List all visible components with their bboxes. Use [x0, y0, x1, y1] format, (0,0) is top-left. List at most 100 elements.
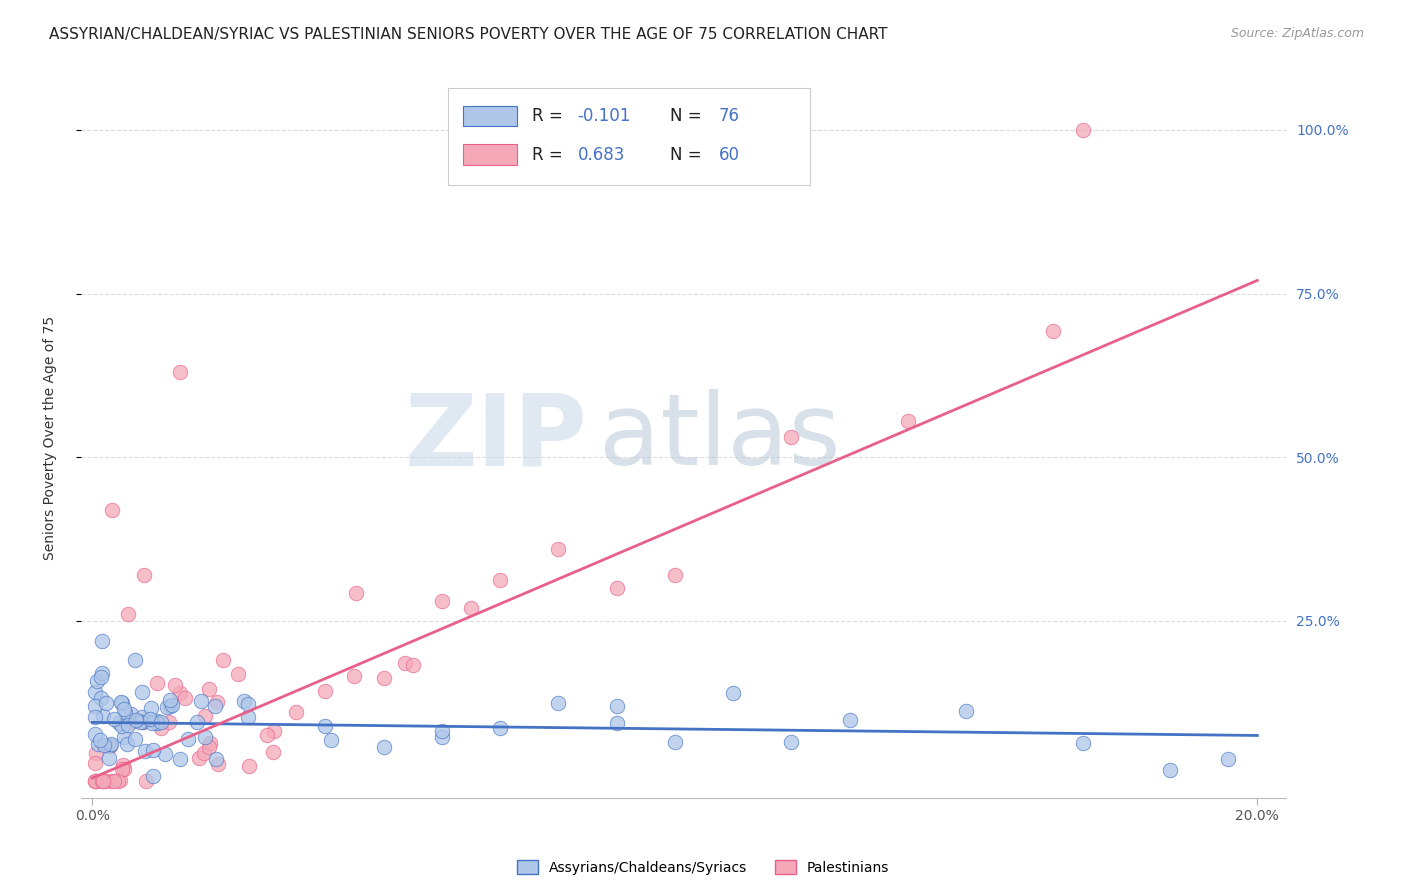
- Point: [194, 730, 217, 744]
- Point: [131, 710, 153, 724]
- Point: [193, 746, 215, 760]
- Point: [108, 772, 131, 787]
- Point: [177, 731, 200, 746]
- Legend: Assyrians/Chaldeans/Syriacs, Palestinians: Assyrians/Chaldeans/Syriacs, Palestinian…: [512, 855, 894, 880]
- Point: [373, 739, 395, 754]
- Point: [606, 698, 628, 713]
- Point: [838, 714, 860, 728]
- Point: [402, 658, 425, 673]
- Point: [93, 739, 115, 753]
- Point: [100, 774, 122, 789]
- Point: [198, 740, 221, 755]
- Point: [547, 696, 569, 710]
- Point: [314, 684, 336, 698]
- Point: [262, 745, 284, 759]
- Point: [120, 714, 142, 729]
- Point: [111, 762, 134, 776]
- Point: [97, 751, 120, 765]
- Point: [186, 715, 208, 730]
- Point: [430, 731, 453, 745]
- Point: [156, 700, 179, 714]
- Text: N =: N =: [671, 107, 707, 125]
- Point: [205, 696, 228, 710]
- Point: [205, 752, 228, 766]
- Point: [897, 414, 920, 428]
- Point: [373, 671, 395, 685]
- Point: [1042, 324, 1064, 338]
- Point: [117, 718, 139, 732]
- Point: [112, 702, 135, 716]
- Point: [139, 712, 162, 726]
- Point: [236, 709, 259, 723]
- Point: [780, 430, 803, 444]
- Point: [146, 714, 169, 729]
- Point: [198, 681, 221, 696]
- Point: [190, 693, 212, 707]
- Point: [1071, 123, 1094, 137]
- Point: [100, 738, 122, 752]
- Point: [96, 696, 118, 710]
- Bar: [463, 145, 517, 165]
- Point: [111, 719, 134, 733]
- Point: [132, 568, 155, 582]
- Y-axis label: Seniors Poverty Over the Age of 75: Seniors Poverty Over the Age of 75: [44, 316, 58, 559]
- Point: [489, 574, 512, 588]
- Point: [187, 751, 209, 765]
- Bar: [463, 105, 517, 126]
- Point: [108, 716, 131, 731]
- Point: [194, 709, 217, 723]
- Point: [149, 715, 172, 730]
- Point: [121, 707, 143, 722]
- Point: [98, 739, 121, 753]
- Point: [460, 600, 482, 615]
- Point: [84, 774, 107, 789]
- Point: [204, 698, 226, 713]
- Point: [343, 668, 366, 682]
- Point: [664, 735, 686, 749]
- Point: [150, 721, 173, 735]
- Point: [129, 714, 152, 729]
- Point: [84, 756, 107, 770]
- Point: [146, 675, 169, 690]
- Point: [90, 669, 112, 683]
- Point: [344, 585, 367, 599]
- Text: ASSYRIAN/CHALDEAN/SYRIAC VS PALESTINIAN SENIORS POVERTY OVER THE AGE OF 75 CORRE: ASSYRIAN/CHALDEAN/SYRIAC VS PALESTINIAN …: [49, 27, 887, 42]
- Point: [141, 716, 163, 731]
- Point: [173, 691, 195, 706]
- Point: [115, 737, 138, 751]
- Point: [134, 744, 156, 758]
- Text: Source: ZipAtlas.com: Source: ZipAtlas.com: [1230, 27, 1364, 40]
- Point: [124, 653, 146, 667]
- Point: [256, 728, 278, 742]
- Point: [606, 581, 628, 595]
- Point: [721, 686, 744, 700]
- Point: [394, 656, 416, 670]
- Point: [84, 727, 107, 741]
- Text: -0.101: -0.101: [578, 107, 631, 125]
- Point: [111, 696, 134, 710]
- Point: [103, 712, 125, 726]
- Point: [780, 735, 803, 749]
- Point: [107, 774, 129, 789]
- Point: [1071, 736, 1094, 750]
- Point: [112, 762, 135, 776]
- Point: [90, 665, 112, 680]
- Point: [430, 723, 453, 738]
- Point: [110, 695, 132, 709]
- Point: [135, 774, 157, 789]
- Point: [160, 698, 183, 712]
- Point: [169, 365, 191, 379]
- Point: [142, 769, 165, 783]
- Point: [489, 721, 512, 735]
- Point: [90, 774, 112, 789]
- Point: [114, 706, 136, 720]
- Point: [263, 723, 285, 738]
- Point: [1159, 764, 1181, 778]
- Point: [207, 757, 229, 772]
- Point: [112, 730, 135, 744]
- Point: [285, 705, 308, 719]
- Point: [169, 752, 191, 766]
- Point: [314, 719, 336, 733]
- Point: [157, 714, 180, 729]
- Point: [165, 678, 187, 692]
